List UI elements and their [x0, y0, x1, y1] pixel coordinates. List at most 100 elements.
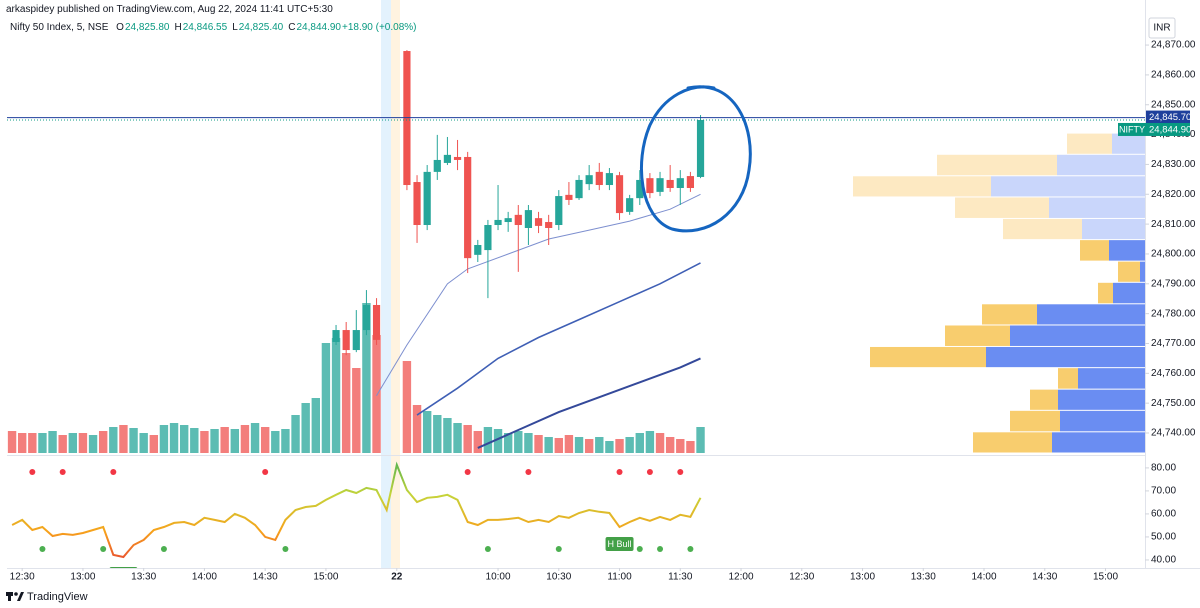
y-tick-label: 24,860.00 — [1151, 70, 1196, 81]
candle-body — [342, 330, 350, 351]
candle-body — [453, 156, 462, 160]
brand-logo — [6, 592, 24, 601]
volume-bar — [301, 403, 310, 453]
candle-body — [433, 159, 441, 172]
profile-up — [986, 346, 1145, 368]
profile-up — [1109, 240, 1145, 261]
volume-bar — [584, 439, 594, 453]
signal-dot — [657, 546, 664, 552]
ohlc-value: 24,825.40 — [238, 22, 284, 33]
volume-bar — [554, 438, 563, 453]
volume-bar — [412, 405, 422, 453]
signal-dot — [29, 469, 36, 475]
volume-bar — [615, 439, 624, 453]
volume-bar — [605, 441, 614, 453]
signal-dot — [160, 546, 167, 552]
volume-bar — [139, 433, 148, 453]
price-pane — [7, 50, 1145, 453]
profile-up — [1060, 410, 1145, 432]
x-tick-label: 12:30 — [789, 572, 814, 583]
volume-bar — [230, 429, 240, 453]
profile-down — [1030, 389, 1058, 410]
y-tick-label: 24,780.00 — [1151, 308, 1196, 319]
symbol: Nifty 50 Index, 5, NSE — [10, 22, 109, 33]
volume-bar — [98, 431, 108, 453]
candle-body — [332, 330, 340, 342]
profile-down — [1003, 218, 1082, 240]
volume-bar — [17, 433, 27, 453]
profile-up — [1140, 261, 1145, 282]
moving-average — [416, 262, 701, 416]
candle-body — [605, 173, 614, 186]
y-tick-label: 80.00 — [1151, 463, 1176, 474]
ohlc-value: 24,846.55 — [182, 22, 228, 33]
profile-down — [1080, 240, 1109, 261]
x-tick-label: 15:00 — [1093, 572, 1118, 583]
profile-up — [1112, 133, 1145, 154]
volume-bar — [250, 423, 260, 453]
volume-bar — [7, 431, 17, 453]
volume-bar — [534, 435, 543, 453]
candle-body — [494, 219, 502, 226]
volume-bar — [149, 435, 159, 453]
volume-bar — [514, 431, 523, 453]
candle-body — [626, 198, 634, 212]
volume-bar — [493, 429, 503, 453]
profile-up — [1052, 432, 1145, 453]
volume-bar — [503, 433, 513, 453]
profile-down — [870, 346, 986, 368]
x-tick-label: 13:00 — [70, 572, 95, 583]
signal-dot — [110, 469, 117, 475]
change: +18.90 (+0.08%) — [341, 22, 417, 33]
y-tick-label: 24,750.00 — [1151, 398, 1196, 409]
volume-bar — [625, 437, 634, 453]
volume-bar — [200, 431, 209, 453]
profile-up — [1058, 389, 1145, 410]
x-tick-label: 12:00 — [729, 572, 754, 583]
volume-bar — [68, 433, 78, 453]
y-tick-label: 40.00 — [1151, 555, 1176, 566]
volume-bar — [453, 423, 462, 453]
volume-bar — [595, 437, 604, 453]
candle-body — [474, 245, 482, 255]
candle-body — [575, 179, 583, 199]
x-tick-label: 15:00 — [313, 572, 338, 583]
candle-body — [585, 175, 593, 185]
candle-body — [555, 196, 563, 226]
x-tick-label: 14:30 — [1032, 572, 1057, 583]
y-tick-label: 24,810.00 — [1151, 219, 1196, 230]
x-tick-label: 11:00 — [607, 572, 632, 583]
candle-body — [504, 218, 512, 223]
volume-bar — [119, 425, 128, 453]
signal-dot — [646, 469, 653, 475]
profile-up — [1082, 218, 1145, 240]
annotation-box — [605, 537, 634, 552]
candle-body — [686, 176, 695, 189]
volume-bar — [574, 437, 584, 453]
volume-bar — [271, 431, 280, 453]
profile-down — [973, 432, 1052, 453]
signal-dot — [464, 469, 471, 475]
profile-down — [1118, 261, 1140, 282]
volume-bar — [645, 431, 655, 453]
last-price-label: 24,844.90 — [1149, 124, 1191, 135]
candle-body — [666, 179, 674, 189]
currency-box[interactable] — [1148, 17, 1176, 39]
ohlc-key: H — [174, 22, 182, 33]
x-tick-label: 12:30 — [10, 572, 35, 583]
y-tick-label: 24,870.00 — [1151, 40, 1196, 51]
moving-average — [477, 357, 701, 449]
signal-dot — [677, 469, 684, 475]
candle-body — [534, 218, 543, 226]
volume-bar — [220, 427, 229, 453]
candle-body — [545, 222, 553, 228]
x-tick-label: 14:30 — [253, 572, 278, 583]
y-tick-label: 24,770.00 — [1151, 338, 1196, 349]
x-tick-label: 11:30 — [668, 572, 693, 583]
profile-down — [1058, 368, 1078, 389]
axes: 24,740.00 24,750.00 24,760.00 24,770.00 24,7… — [10, 40, 1196, 583]
profile-up — [1037, 304, 1145, 325]
indicator-line — [11, 461, 702, 559]
volume-bar — [635, 433, 644, 453]
